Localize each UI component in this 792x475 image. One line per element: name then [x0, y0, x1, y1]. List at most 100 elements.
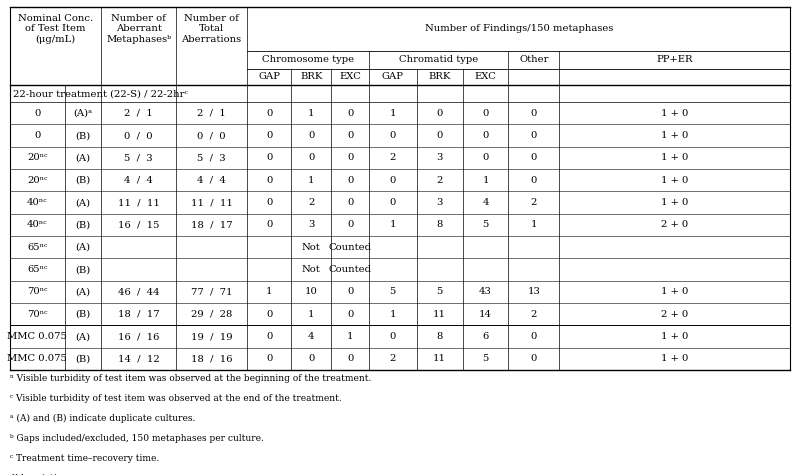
Text: (B): (B) — [75, 354, 91, 363]
Text: 65ⁿᶜ: 65ⁿᶜ — [27, 265, 48, 274]
Text: 5: 5 — [482, 220, 489, 229]
Text: 0: 0 — [347, 131, 353, 140]
Text: 3: 3 — [436, 153, 443, 162]
Text: 0: 0 — [531, 109, 537, 118]
Text: 0  /  0: 0 / 0 — [124, 131, 153, 140]
Text: 1: 1 — [308, 109, 314, 118]
Text: 1: 1 — [531, 220, 537, 229]
Text: 2: 2 — [436, 176, 443, 185]
Text: GAP: GAP — [382, 73, 404, 81]
Text: EXC: EXC — [339, 73, 361, 81]
Text: 13: 13 — [527, 287, 540, 296]
Text: 4  /  4: 4 / 4 — [197, 176, 226, 185]
Text: 2  /  1: 2 / 1 — [197, 109, 226, 118]
Text: MMC 0.075: MMC 0.075 — [7, 354, 67, 363]
Text: 0: 0 — [266, 198, 272, 207]
Text: 1: 1 — [308, 176, 314, 185]
Text: 1 + 0: 1 + 0 — [661, 354, 688, 363]
Text: Number of Findings/150 metaphases: Number of Findings/150 metaphases — [425, 25, 613, 33]
Text: 1 + 0: 1 + 0 — [661, 332, 688, 341]
Text: 11  /  11: 11 / 11 — [191, 198, 232, 207]
Text: 0: 0 — [482, 109, 489, 118]
Text: 0: 0 — [347, 354, 353, 363]
Text: 18  /  17: 18 / 17 — [191, 220, 232, 229]
Text: 0: 0 — [482, 153, 489, 162]
Text: 0: 0 — [436, 109, 443, 118]
Text: 0: 0 — [308, 354, 314, 363]
Text: 6: 6 — [482, 332, 489, 341]
Text: PP+ER: PP+ER — [657, 56, 693, 64]
Text: 10: 10 — [305, 287, 318, 296]
Text: 3: 3 — [308, 220, 314, 229]
Text: 18  /  17: 18 / 17 — [118, 310, 159, 319]
Text: 4: 4 — [482, 198, 489, 207]
Text: Counted: Counted — [329, 265, 371, 274]
Text: 22-hour treatment (22-S) / 22-2hrᶜ: 22-hour treatment (22-S) / 22-2hrᶜ — [13, 89, 188, 98]
Text: 0: 0 — [347, 109, 353, 118]
Text: Abbreviations: Abbreviations — [10, 474, 73, 475]
Text: 0: 0 — [347, 287, 353, 296]
Text: (B): (B) — [75, 131, 91, 140]
Text: (A): (A) — [75, 332, 91, 341]
Text: 1: 1 — [390, 310, 396, 319]
Text: 2: 2 — [531, 310, 537, 319]
Text: 43: 43 — [479, 287, 492, 296]
Text: 1 + 0: 1 + 0 — [661, 198, 688, 207]
Text: 70ⁿᶜ: 70ⁿᶜ — [27, 287, 48, 296]
Text: 2: 2 — [308, 198, 314, 207]
Text: 0: 0 — [34, 131, 40, 140]
Text: 40ⁿᶜ: 40ⁿᶜ — [27, 220, 48, 229]
Text: 5: 5 — [436, 287, 443, 296]
Text: 0: 0 — [266, 176, 272, 185]
Text: 2  /  1: 2 / 1 — [124, 109, 153, 118]
Text: 0: 0 — [531, 131, 537, 140]
Text: (B): (B) — [75, 176, 91, 185]
Text: 1: 1 — [347, 332, 353, 341]
Text: GAP: GAP — [258, 73, 280, 81]
Text: 0: 0 — [266, 354, 272, 363]
Text: 2: 2 — [390, 354, 396, 363]
Text: Not: Not — [302, 243, 321, 252]
Text: 1 + 0: 1 + 0 — [661, 131, 688, 140]
Text: (A): (A) — [75, 287, 91, 296]
Text: 0: 0 — [308, 131, 314, 140]
Text: 1: 1 — [390, 220, 396, 229]
Text: 20ⁿᶜ: 20ⁿᶜ — [27, 153, 48, 162]
Text: Nominal Conc.
of Test Item
(μg/mL): Nominal Conc. of Test Item (μg/mL) — [18, 14, 93, 44]
Text: 16  /  15: 16 / 15 — [118, 220, 159, 229]
Text: Counted: Counted — [329, 243, 371, 252]
Text: Number of
Total
Aberrations: Number of Total Aberrations — [181, 14, 242, 44]
Text: ᵃ (A) and (B) indicate duplicate cultures.: ᵃ (A) and (B) indicate duplicate culture… — [10, 414, 195, 423]
Text: 0: 0 — [390, 176, 396, 185]
Text: 70ⁿᶜ: 70ⁿᶜ — [27, 310, 48, 319]
Text: 20ⁿᶜ: 20ⁿᶜ — [27, 176, 48, 185]
Text: EXC: EXC — [474, 73, 497, 81]
Text: 18  /  16: 18 / 16 — [191, 354, 232, 363]
Text: (B): (B) — [75, 310, 91, 319]
Text: 0: 0 — [34, 109, 40, 118]
Text: Number of
Aberrant
Metaphasesᵇ: Number of Aberrant Metaphasesᵇ — [106, 14, 171, 44]
Text: ᶜ Visible turbidity of test item was observed at the end of the treatment.: ᶜ Visible turbidity of test item was obs… — [10, 394, 341, 403]
Text: ᵇ Gaps included/excluded, 150 metaphases per culture.: ᵇ Gaps included/excluded, 150 metaphases… — [10, 434, 264, 443]
Text: 0: 0 — [482, 131, 489, 140]
Text: BRK: BRK — [428, 73, 451, 81]
Text: 0: 0 — [308, 153, 314, 162]
Text: 11: 11 — [433, 310, 446, 319]
Text: 19  /  19: 19 / 19 — [191, 332, 232, 341]
Text: 46  /  44: 46 / 44 — [118, 287, 159, 296]
Text: Not: Not — [302, 265, 321, 274]
Text: ᶜ Treatment time–recovery time.: ᶜ Treatment time–recovery time. — [10, 454, 158, 463]
Text: 0: 0 — [390, 198, 396, 207]
Text: (A)ᵃ: (A)ᵃ — [74, 109, 93, 118]
Text: 2 + 0: 2 + 0 — [661, 310, 688, 319]
Text: 4  /  4: 4 / 4 — [124, 176, 153, 185]
Text: (A): (A) — [75, 153, 91, 162]
Text: 5  /  3: 5 / 3 — [124, 153, 153, 162]
Text: 1 + 0: 1 + 0 — [661, 153, 688, 162]
Text: ⁿ Visible turbidity of test item was observed at the beginning of the treatment.: ⁿ Visible turbidity of test item was obs… — [10, 374, 371, 383]
Text: 14  /  12: 14 / 12 — [118, 354, 159, 363]
Text: 65ⁿᶜ: 65ⁿᶜ — [27, 243, 48, 252]
Text: 1: 1 — [266, 287, 272, 296]
Text: 0: 0 — [266, 310, 272, 319]
Text: 0  /  0: 0 / 0 — [197, 131, 226, 140]
